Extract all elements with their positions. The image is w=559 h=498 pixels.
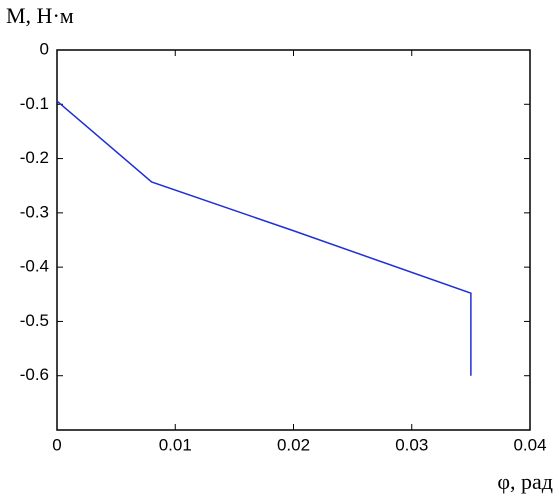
y-tick-label: -0.2 bbox=[20, 148, 49, 167]
x-tick-label: 0.03 bbox=[395, 435, 428, 454]
y-tick-label: -0.6 bbox=[20, 365, 49, 384]
y-tick-label: 0 bbox=[40, 39, 49, 58]
x-tick-label: 0.01 bbox=[159, 435, 192, 454]
y-tick-label: -0.5 bbox=[20, 311, 49, 330]
plot-frame bbox=[56, 49, 531, 431]
x-tick-label: 0.04 bbox=[513, 435, 546, 454]
x-tick-label: 0 bbox=[52, 435, 61, 454]
data-line bbox=[56, 100, 472, 376]
x-axis-label: φ, рад bbox=[497, 469, 553, 494]
y-axis-label: M, Н·м bbox=[6, 3, 74, 28]
y-tick-label: -0.3 bbox=[20, 202, 49, 221]
x-tick-label: 0.02 bbox=[277, 435, 310, 454]
y-tick-label: -0.4 bbox=[20, 257, 49, 276]
y-tick-label: -0.1 bbox=[20, 94, 49, 113]
